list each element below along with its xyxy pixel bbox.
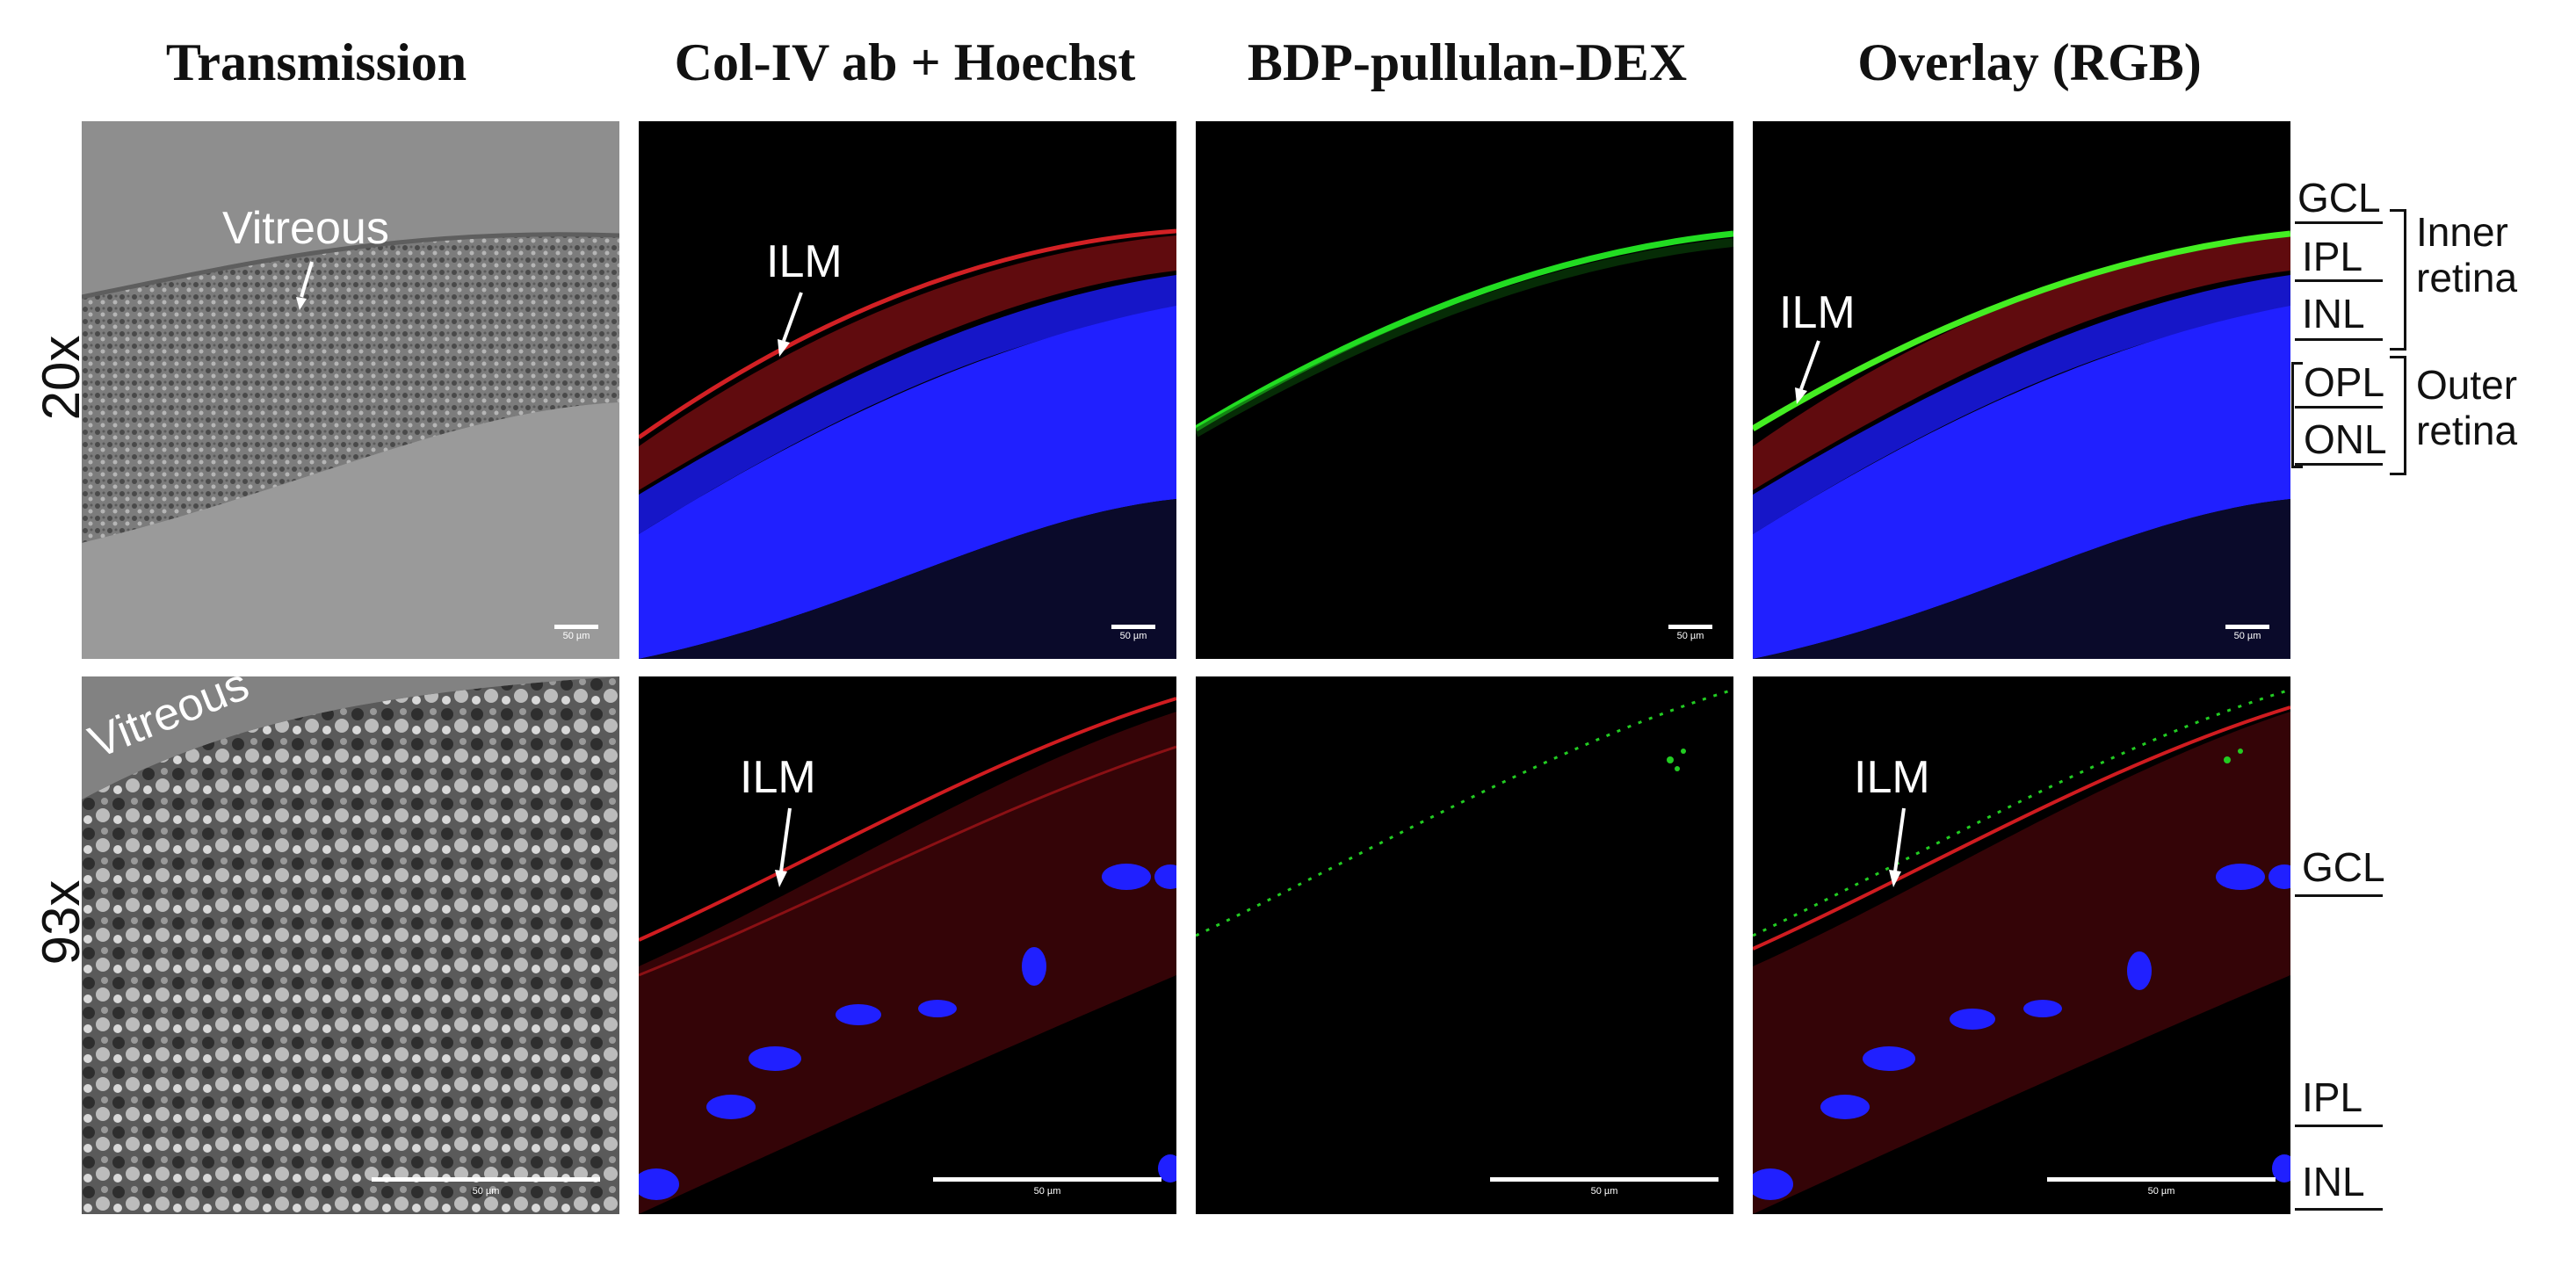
layer-line-inl-20x [2295,338,2383,341]
layer-line-onl-20x [2295,463,2383,466]
colIV-93x-image [639,697,1176,1214]
layer-line-opl-20x [2295,406,2383,409]
ilm-label-colIV-93x: ILM [740,752,816,803]
arrow-icon [775,807,792,887]
layer-line-ipl-20x [2295,279,2383,282]
bracket-outer-retina [2390,356,2406,475]
arrow-icon [1795,340,1820,404]
outer-retina-line1: Outer [2416,362,2518,408]
overlay-20x-image [1753,230,2290,659]
layer-line-ipl-93x [2295,1125,2383,1127]
scalebar-text-transmission-20x: 50 µm [562,631,590,641]
layer-label-gcl-93x: GCL [2302,844,2385,890]
overlay-93x-image [1753,688,2290,1214]
panel-bdp-20x: 50 µm [1196,121,1733,659]
transmission-93x-image [82,676,619,1214]
scalebar-colIV-20x [1111,625,1155,629]
column-title-bdp-pullulan-dex: BDP-pullulan-DEX [1247,33,1688,91]
panel-bdp-93x: 50 µm [1196,676,1733,1214]
arrow-icon [296,261,314,310]
panel-transmission-93x: Vitreous 50 µm [82,676,619,1214]
group-label-inner-retina: Inner retina [2416,209,2517,300]
scalebar-text-colIV-93x: 50 µm [1033,1186,1061,1197]
scalebar-text-colIV-20x: 50 µm [1119,631,1147,641]
layer-line-inl-93x [2295,1208,2383,1211]
layer-label-onl-20x: ONL [2304,416,2387,462]
scalebar-overlay-93x [2047,1177,2276,1182]
vitreous-label-20x: Vitreous [222,203,389,254]
scalebar-transmission-93x [372,1177,600,1182]
group-label-outer-retina: Outer retina [2416,362,2517,453]
layer-label-ipl-93x: IPL [2302,1074,2363,1120]
panel-overlay-20x: ILM 50 µm [1753,121,2290,659]
column-title-transmission: Transmission [165,33,467,91]
ilm-label-overlay-93x: ILM [1854,752,1930,803]
layer-line-gcl-93x [2295,894,2383,897]
scalebar-text-overlay-20x: 50 µm [2233,631,2261,641]
layer-label-opl-20x: OPL [2304,359,2385,405]
scalebar-text-bdp-20x: 50 µm [1676,631,1704,641]
ilm-label-colIV-20x: ILM [766,236,843,287]
bracket-inner-retina [2390,209,2406,351]
layer-label-ipl-20x: IPL [2302,234,2363,279]
bdp-93x-image [1196,688,1733,937]
ilm-label-overlay-20x: ILM [1779,287,1856,338]
scalebar-text-bdp-93x: 50 µm [1590,1186,1618,1197]
bdp-20x-image [1196,230,1733,438]
layer-label-inl-20x: INL [2302,291,2365,336]
layer-label-inl-93x: INL [2302,1159,2365,1204]
layer-label-gcl-20x: GCL [2297,175,2381,221]
scalebar-bdp-93x [1490,1177,1719,1182]
transmission-20x-image [82,232,619,659]
column-title-colIV-hoechst: Col-IV ab + Hoechst [674,33,1136,91]
panel-colIV-93x: ILM 50 µm [639,676,1176,1214]
inner-retina-line2: retina [2416,255,2518,300]
panel-overlay-93x: ILM 50 µm [1753,676,2290,1214]
arrow-icon [778,292,803,357]
column-title-overlay: Overlay (RGB) [1857,33,2202,91]
scalebar-text-transmission-93x: 50 µm [472,1186,500,1197]
scalebar-colIV-93x [933,1177,1161,1182]
outer-retina-line2: retina [2416,408,2518,453]
bracket-opl-onl [2291,362,2303,468]
colIV-20x-image [639,228,1176,659]
scalebar-transmission-20x [554,625,598,629]
panel-colIV-20x: ILM 50 µm [639,121,1176,659]
panel-transmission-20x: Vitreous 50 µm [82,121,619,659]
scalebar-bdp-20x [1668,625,1712,629]
layer-line-gcl-20x [2295,221,2383,224]
scalebar-overlay-20x [2225,625,2269,629]
scalebar-text-overlay-93x: 50 µm [2147,1186,2175,1197]
inner-retina-line1: Inner [2416,209,2508,255]
arrow-icon [1889,807,1906,887]
